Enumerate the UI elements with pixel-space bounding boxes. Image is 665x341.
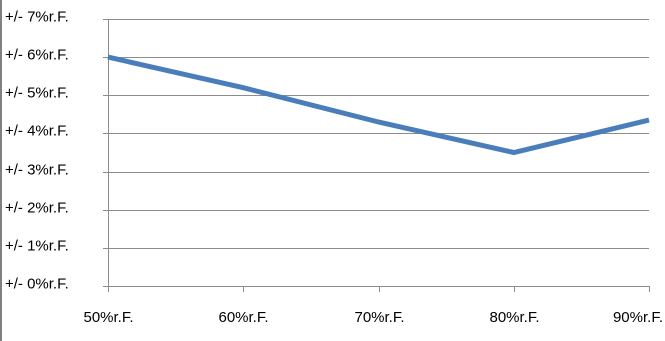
y-tick-label-5: +/- 5%r.F. [5,84,69,101]
series-line-0 [107,54,650,156]
y-tick-label-1: +/- 1%r.F. [5,237,69,254]
y-tick-label-4: +/- 4%r.F. [5,122,69,139]
y-tick-label-2: +/- 2%r.F. [5,199,69,216]
y-tick-label-6: +/- 6%r.F. [5,46,69,63]
y-tick-label-7: +/- 7%r.F. [5,8,69,25]
x-tick-label-3: 80%r.F. [489,309,539,326]
axes [103,19,650,292]
series-layer [107,54,650,156]
x-tick-label-4: 90%r.F. [613,309,663,326]
x-tick-label-0: 50%r.F. [83,309,133,326]
x-tick-label-2: 70%r.F. [354,309,404,326]
x-axis-tick-labels: 50%r.F. 60%r.F. 70%r.F. 80%r.F. 90%r.F. [83,309,663,326]
gridlines [108,19,649,249]
x-tick-label-1: 60%r.F. [218,309,268,326]
y-tick-label-0: +/- 0%r.F. [5,275,69,292]
y-tick-label-3: +/- 3%r.F. [5,161,69,178]
y-axis-tick-labels: +/- 0%r.F. +/- 1%r.F. +/- 2%r.F. +/- 3%r.F.… [5,8,69,292]
